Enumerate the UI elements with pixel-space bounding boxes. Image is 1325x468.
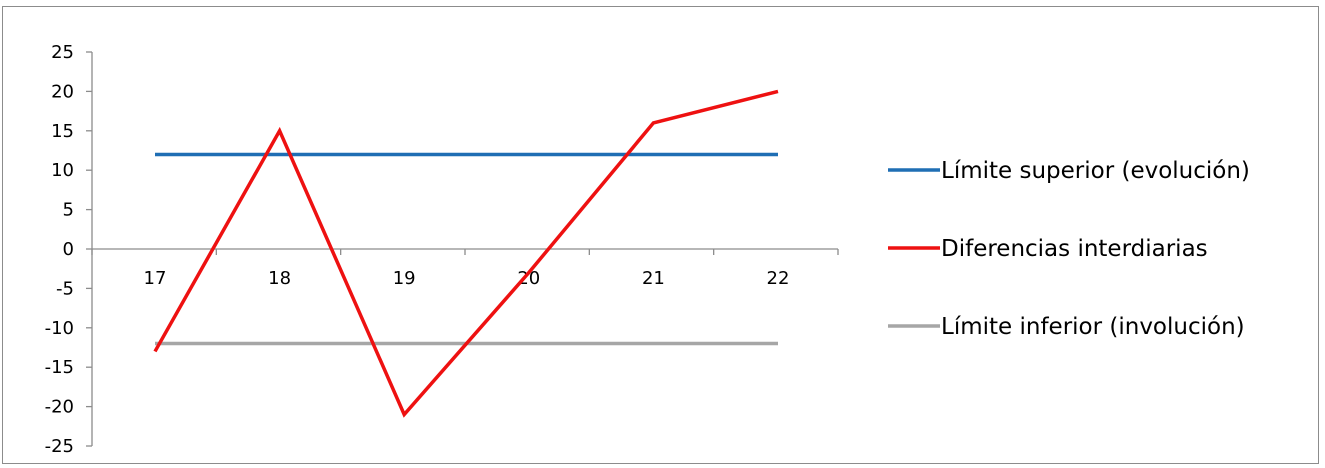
x-tick-label: 19: [393, 268, 416, 289]
y-tick-label: 0: [63, 239, 74, 260]
series-line-1: [153, 89, 779, 418]
y-tick-label: -5: [56, 278, 74, 299]
x-tick-label: 17: [144, 268, 167, 289]
y-tick-label: 5: [63, 200, 74, 221]
y-tick-label: -15: [45, 357, 74, 378]
x-tick-label: 20: [517, 268, 540, 289]
y-tick-label: 15: [51, 121, 74, 142]
x-tick-label: 22: [767, 268, 790, 289]
y-tick-label: -25: [45, 436, 74, 457]
y-tick-label: 25: [51, 42, 74, 63]
legend-label: Límite inferior (involución): [941, 314, 1245, 340]
legend-label: Diferencias interdiarias: [941, 236, 1208, 262]
y-tick-label: 20: [51, 81, 74, 102]
x-axis: 17 18 19 20 21 22: [91, 248, 839, 289]
y-tick-label: -10: [45, 318, 74, 339]
legend: Límite superior (evolución) Diferencias i…: [888, 158, 1250, 340]
y-axis: 25 20 15 10 5 0 -5 -10 -15 -20 -25: [45, 42, 93, 457]
legend-label: Límite superior (evolución): [941, 158, 1250, 184]
x-tick-label: 21: [642, 268, 665, 289]
x-tick-label: 18: [268, 268, 291, 289]
y-tick-label: 10: [51, 160, 74, 181]
series-layer: [153, 89, 779, 418]
y-tick-label: -20: [45, 397, 74, 418]
